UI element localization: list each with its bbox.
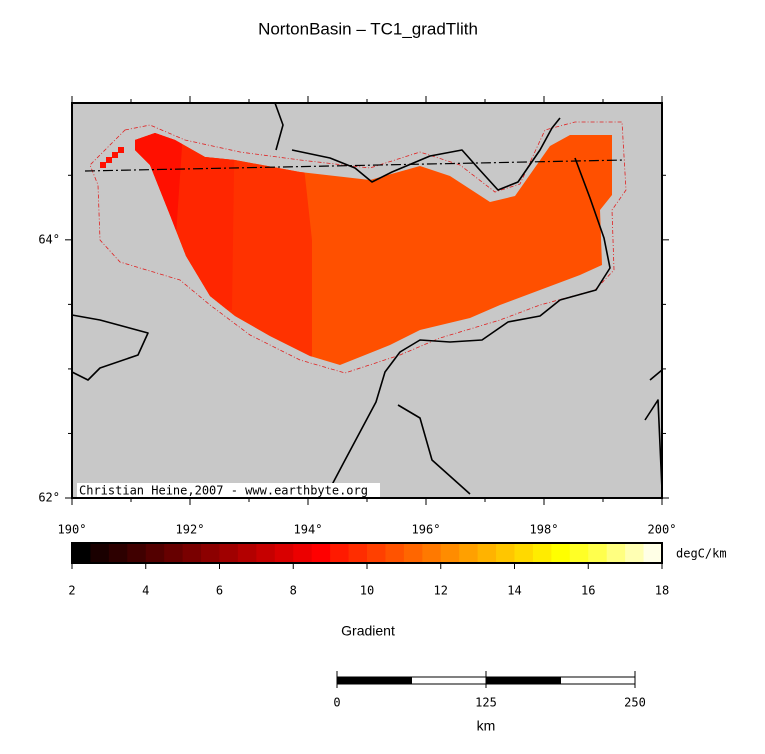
scalebar-tick-label: 125: [475, 696, 497, 710]
colorbar-tick-label: 18: [655, 584, 669, 598]
scalebar-segment: [336, 676, 412, 685]
colorbar-tick-label: 10: [360, 584, 374, 598]
colorbar-swatch: [385, 543, 405, 563]
colorbar-swatch: [274, 543, 294, 563]
x-tick-label: 196°: [412, 523, 441, 537]
credit: Christian Heine,2007 - www.earthbyte.org: [79, 484, 368, 498]
scalebar-segment: [560, 676, 636, 685]
colorbar-swatch: [256, 543, 276, 563]
colorbar-swatch: [625, 543, 645, 563]
colorbar-swatch: [496, 543, 515, 563]
x-tick-label: 200°: [648, 523, 677, 537]
boundary-line: [84, 159, 626, 172]
colorbar-tick-label: 12: [434, 584, 448, 598]
y-tick-label: 62°: [38, 491, 60, 505]
colorbar-swatch: [606, 543, 626, 563]
colorbar-swatch: [532, 543, 552, 563]
scalebar-tick-label: 250: [624, 696, 646, 710]
colorbar-tick-label: 14: [507, 584, 521, 598]
basin-outline: [89, 121, 627, 374]
island: [71, 314, 149, 381]
colorbar-swatch: [72, 543, 91, 563]
colorbar-unit: degC/km: [676, 547, 727, 561]
colorbar-swatch: [569, 543, 589, 563]
title: NortonBasin – TC1_gradTlith: [258, 19, 478, 38]
colorbar-swatch: [330, 543, 350, 563]
colorbar-swatch: [90, 543, 110, 563]
scalebar-segment: [485, 676, 561, 685]
x-tick-label: 194°: [294, 523, 323, 537]
colorbar-swatch: [367, 543, 386, 563]
map: Christian Heine,2007 - www.earthbyte.org: [71, 102, 663, 499]
credit-box: [77, 483, 380, 497]
colorbar-swatch: [459, 543, 479, 563]
colorbar-swatch: [440, 543, 460, 563]
scalebar-tick-label: 0: [333, 696, 340, 710]
colorbar-swatch: [551, 543, 571, 563]
coastline: [397, 369, 663, 495]
scalebar-unit: km: [477, 718, 496, 734]
colorbar-swatch: [311, 543, 331, 563]
colorbar-tick-label: 2: [68, 584, 75, 598]
colorbar-swatch: [219, 543, 239, 563]
x-tick-label: 192°: [176, 523, 205, 537]
basin-cells: [100, 147, 124, 168]
colorbar-swatch: [164, 543, 184, 563]
colorbar-tick-label: 16: [581, 584, 595, 598]
colorbar-swatch: [145, 543, 165, 563]
scalebar-segment: [411, 676, 487, 685]
colorbar-swatch: [201, 543, 220, 563]
colorbar-swatch: [237, 543, 257, 563]
y-tick-label: 64°: [38, 232, 60, 246]
colorbar-swatch: [422, 543, 442, 563]
colorbar-label: Gradient: [341, 623, 395, 639]
colorbar-tick-label: 4: [142, 584, 149, 598]
colorbar-tick-label: 8: [290, 584, 297, 598]
colorbar-swatch: [108, 543, 128, 563]
colorbar-swatch: [182, 543, 202, 563]
colorbar-swatch: [643, 543, 663, 563]
colorbar-swatch: [477, 543, 497, 563]
colorbar-swatch: [588, 543, 608, 563]
colorbar-swatch: [348, 543, 368, 563]
x-tick-label: 190°: [58, 523, 87, 537]
colorbar-swatch: [514, 543, 534, 563]
coastline: [274, 102, 611, 499]
colorbar-swatch: [403, 543, 423, 563]
colorbar-swatch: [127, 543, 147, 563]
colorbar-tick-label: 6: [216, 584, 223, 598]
colorbar-swatch: [293, 543, 313, 563]
x-tick-label: 198°: [530, 523, 559, 537]
